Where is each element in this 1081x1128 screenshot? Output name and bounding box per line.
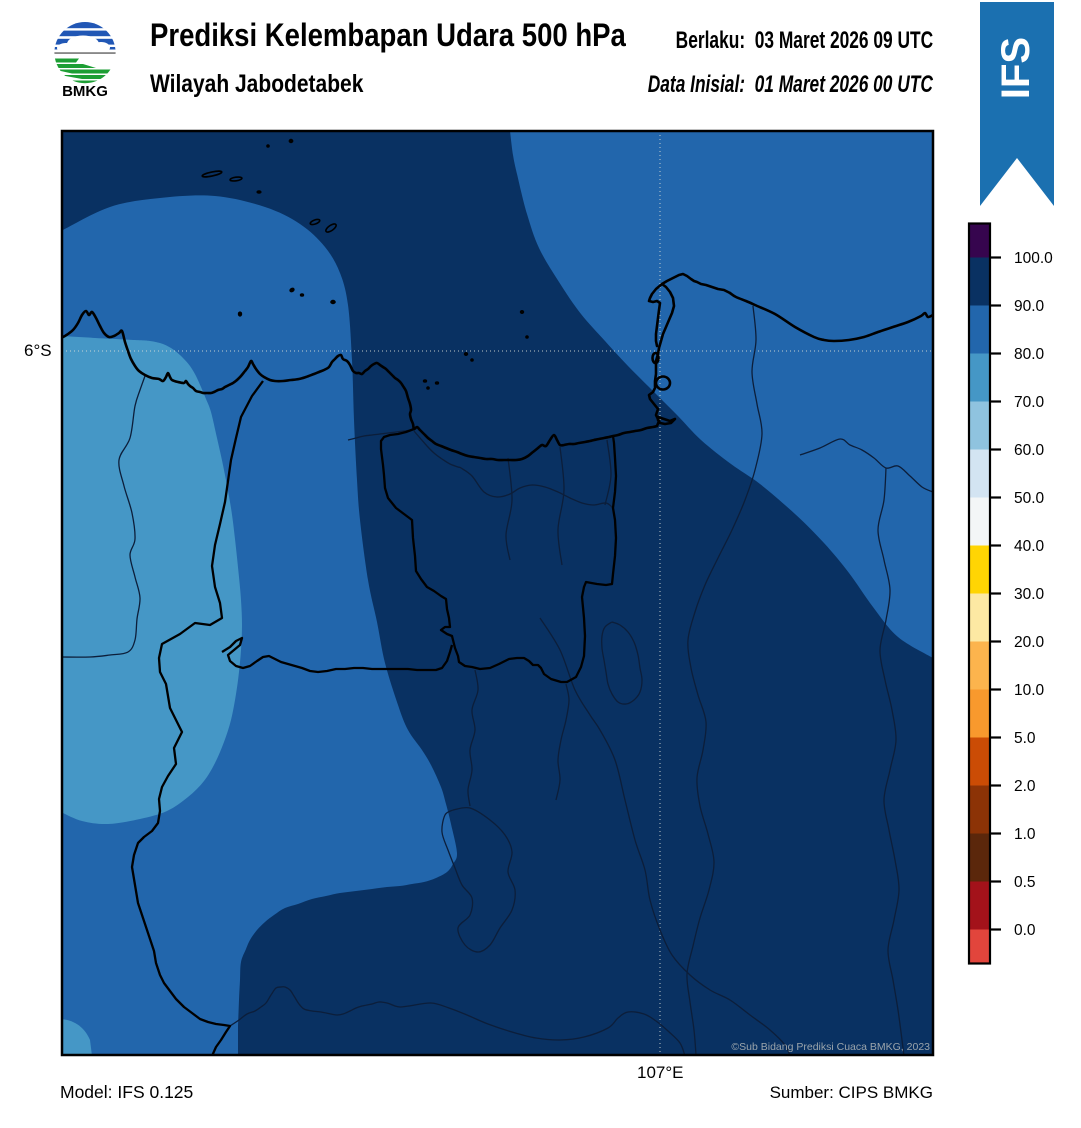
svg-text:1.0: 1.0 — [1014, 826, 1036, 843]
svg-text:©Sub Bidang Prediksi Cuaca BMK: ©Sub Bidang Prediksi Cuaca BMKG, 2023 — [731, 1041, 930, 1053]
svg-text:IFS: IFS — [994, 37, 1038, 99]
svg-text:70.0: 70.0 — [1014, 394, 1045, 411]
svg-text:50.0: 50.0 — [1014, 490, 1045, 507]
svg-text:60.0: 60.0 — [1014, 442, 1045, 459]
svg-text:0.5: 0.5 — [1014, 874, 1036, 891]
svg-text:0.0: 0.0 — [1014, 922, 1036, 939]
svg-text:5.0: 5.0 — [1014, 730, 1036, 747]
svg-text:90.0: 90.0 — [1014, 298, 1045, 315]
svg-text:30.0: 30.0 — [1014, 586, 1045, 603]
svg-text:2.0: 2.0 — [1014, 778, 1036, 795]
svg-text:80.0: 80.0 — [1014, 346, 1045, 363]
svg-text:10.0: 10.0 — [1014, 682, 1045, 699]
svg-text:100.0: 100.0 — [1014, 250, 1053, 267]
svg-text:20.0: 20.0 — [1014, 634, 1045, 651]
svg-text:40.0: 40.0 — [1014, 538, 1045, 555]
